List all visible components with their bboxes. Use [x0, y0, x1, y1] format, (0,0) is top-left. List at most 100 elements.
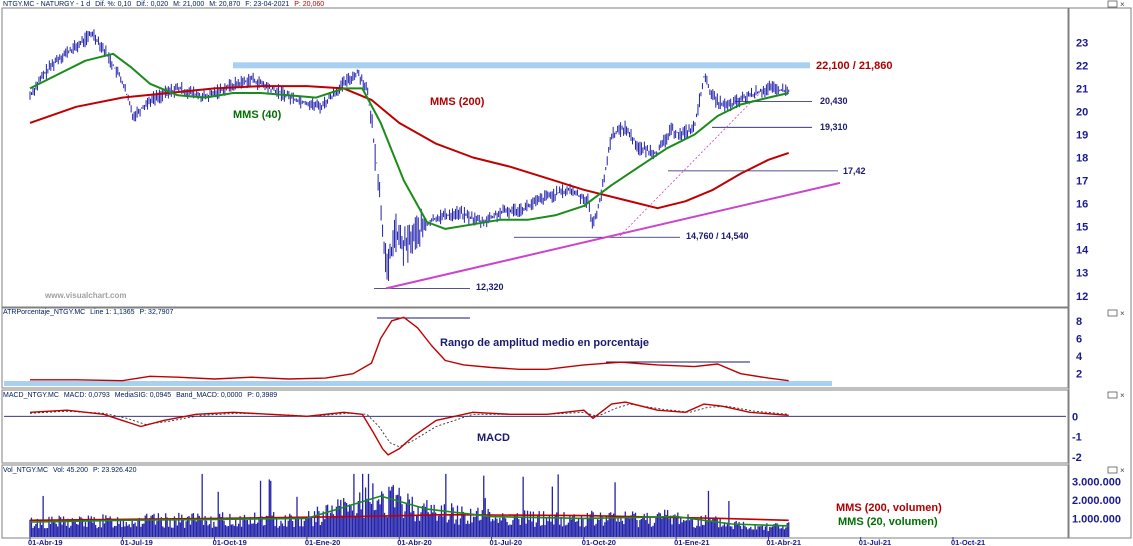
atr-y-tick: 8 [1076, 316, 1082, 328]
price-y-tick: 23 [1076, 37, 1088, 49]
close-icon[interactable]: × [1120, 0, 1125, 9]
atr-base-band [4, 381, 832, 386]
x-tick-label: 01-Ene-21 [674, 538, 709, 546]
macd-header-band: Band_MACD: 0,0000 [176, 392, 242, 399]
volume-window-controls[interactable]: × [1107, 466, 1125, 475]
macd-header-last: P: 0,3989 [247, 392, 277, 399]
price-header-symbol: NTGY.MC - NATURGY - 1 d [3, 1, 90, 8]
atr-header-name: ATRPorcentaje_NTGY.MC [3, 309, 85, 316]
macd-panel-frame [1, 389, 1069, 464]
price-series [29, 29, 790, 281]
macd-header-macd: MACD: 0,0793 [64, 392, 110, 399]
volume-mms20-line [29, 495, 789, 527]
volume-legend-mms200: MMS (200, volumen) [836, 502, 942, 514]
price-y-tick: 20 [1076, 106, 1088, 118]
level-19310-label: 19,310 [820, 122, 848, 132]
trendline [385, 181, 841, 290]
volume-y-tick: 3.000.000 [1072, 476, 1121, 488]
volume-panel-frame [1, 464, 1069, 539]
price-y-tick: 14 [1076, 245, 1089, 257]
maximize-icon[interactable] [1107, 0, 1118, 8]
volume-header-vol: Vol: 45.200 [53, 467, 88, 474]
volume-header-name: Vol_NTGY.MC [3, 467, 48, 474]
price-y-tick: 13 [1076, 268, 1088, 280]
price-y-tick: 12 [1076, 291, 1088, 303]
x-tick-label: 01-Abr-21 [766, 538, 801, 546]
resistance-band [233, 62, 810, 69]
level-1742-label: 17,42 [843, 166, 866, 176]
mms200-label: MMS (200) [430, 96, 485, 108]
close-icon[interactable]: × [1120, 309, 1125, 318]
x-tick-label: 01-Oct-20 [582, 538, 616, 546]
macd-y-tick: -2 [1072, 452, 1082, 464]
atr-window-controls[interactable]: × [1107, 309, 1125, 318]
support-label: 14,760 / 14,540 [686, 231, 749, 241]
atr-y-tick: 4 [1076, 351, 1083, 363]
price-panel-frame [1, 7, 1069, 308]
macd-header-signal: MediaSIG: 0,0945 [115, 392, 172, 399]
volume-series [29, 473, 790, 537]
y-axis-ticks: 12131415161718192021222324680-1-21.000.0… [1072, 37, 1121, 525]
atr-series [4, 316, 832, 386]
maximize-icon[interactable] [1107, 391, 1118, 399]
maximize-icon[interactable] [1107, 466, 1118, 474]
atr-header-last: P: 32,7907 [140, 309, 174, 316]
watermark: www.visualchart.com [44, 291, 127, 300]
macd-header-name: MACD_NTGY.MC [3, 392, 59, 399]
atr-y-tick: 2 [1076, 369, 1082, 381]
x-tick-label: 01-Jul-21 [859, 538, 892, 546]
price-header-dif: Dif.: 0,020 [136, 1, 168, 8]
price-header-difpct: Dif. %: 0,10 [95, 1, 131, 8]
x-tick-label: 01-Abr-20 [397, 538, 432, 546]
macd-y-tick: 0 [1072, 411, 1078, 423]
close-icon[interactable]: × [1120, 391, 1125, 400]
macd-line [29, 401, 789, 456]
atr-line [30, 316, 789, 382]
price-window-controls[interactable]: × [1107, 0, 1125, 9]
volume-mms200-line [29, 513, 789, 522]
mms200-line [29, 85, 790, 210]
x-tick-label: 01-Oct-19 [213, 538, 247, 546]
price-y-tick: 22 [1076, 60, 1088, 72]
price-y-tick: 18 [1076, 153, 1088, 165]
dotted-trendline [619, 92, 761, 237]
price-y-tick: 21 [1076, 83, 1088, 95]
volume-header-last: P: 23.926.420 [93, 467, 137, 474]
macd-signal-line [29, 403, 789, 448]
volume-bars [29, 473, 790, 537]
price-decorations [233, 62, 841, 290]
macd-title: MACD [477, 432, 510, 444]
price-y-tick: 19 [1076, 129, 1088, 141]
macd-y-tick: -1 [1072, 432, 1082, 444]
volume-y-tick: 1.000.000 [1072, 513, 1121, 525]
close-icon[interactable]: × [1120, 466, 1125, 475]
atr-title: Rango de amplitud medio en porcentaje [440, 337, 649, 349]
macd-window-controls[interactable]: × [1107, 391, 1125, 400]
price-header-min: M: 20,870 [209, 1, 240, 8]
price-header: NTGY.MC - NATURGY - 1 d Dif. %: 0,10 Dif… [3, 1, 324, 8]
x-tick-label: 01-Abr-19 [28, 538, 63, 546]
atr-header: ATRPorcentaje_NTGY.MC Line 1: 1,1365 P: … [3, 309, 173, 316]
resistance-label: 22,100 / 21,860 [816, 60, 892, 72]
x-tick-label: 01-Jul-20 [490, 538, 523, 546]
x-tick-label: 01-Jul-19 [120, 538, 153, 546]
volume-legend-mms20: MMS (20, volumen) [838, 516, 938, 528]
level-20430-label: 20,430 [820, 96, 848, 106]
x-axis-ticks: 01-Abr-19 01-Jul-19 01-Oct-19 01-Ene-20 01-A… [28, 537, 985, 546]
price-header-date: F: 23-04-2021 [245, 1, 289, 8]
volume-header: Vol_NTGY.MC Vol: 45.200 P: 23.926.420 [3, 467, 137, 474]
maximize-icon[interactable] [1107, 309, 1118, 317]
price-header-max: M: 21,000 [173, 1, 204, 8]
x-tick-label: 01-Oct-21 [951, 538, 985, 546]
price-header-last: P: 20,060 [294, 1, 324, 8]
price-y-tick: 17 [1076, 176, 1088, 188]
atr-panel-frame [1, 307, 1069, 389]
macd-series [4, 401, 1066, 456]
mms40-label: MMS (40) [233, 109, 282, 121]
mms40-line [29, 52, 789, 230]
macd-header: MACD_NTGY.MC MACD: 0,0793 MediaSIG: 0,09… [3, 392, 277, 399]
x-tick-label: 01-Ene-20 [305, 538, 340, 546]
low-label: 12,320 [476, 282, 504, 292]
